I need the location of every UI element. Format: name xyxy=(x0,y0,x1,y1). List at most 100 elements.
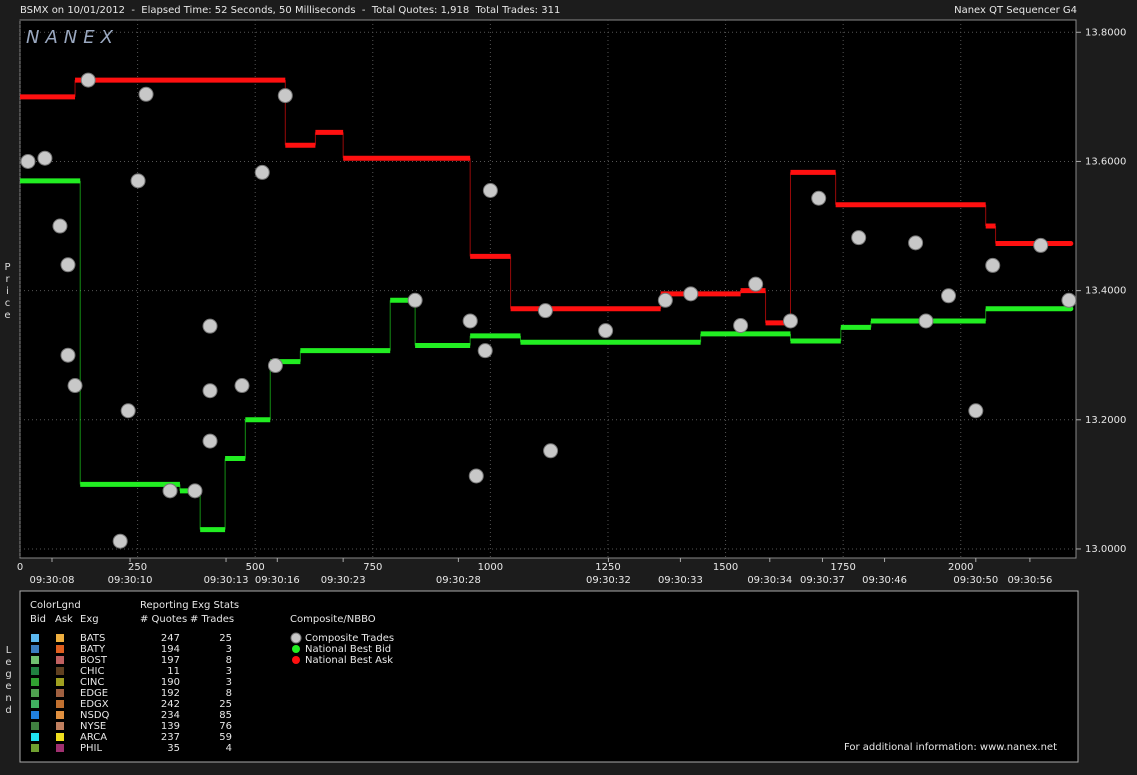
trade-point xyxy=(254,164,270,180)
trades-count: 4 xyxy=(226,743,232,754)
trade-point xyxy=(202,383,218,399)
exg-name: BATY xyxy=(80,644,106,655)
col-header: Bid xyxy=(30,614,46,625)
col-header: # Quotes xyxy=(140,614,187,625)
ask-swatch xyxy=(56,689,64,697)
title: BSMX on 10/01/2012 - Elapsed Time: 52 Se… xyxy=(20,5,560,16)
exg-name: NSDQ xyxy=(80,710,110,721)
trade-point xyxy=(462,313,478,329)
trade-point xyxy=(120,403,136,419)
exg-name: CINC xyxy=(80,677,104,688)
exg-name: ARCA xyxy=(80,732,107,743)
trades-count: 8 xyxy=(226,655,232,666)
x-tick-label: 1750 xyxy=(830,562,855,573)
ask-swatch xyxy=(56,656,64,664)
trade-point xyxy=(918,313,934,329)
time-tick-label: 09:30:10 xyxy=(108,575,153,586)
trade-point xyxy=(683,286,699,302)
trade-point xyxy=(60,257,76,273)
trades-count: 8 xyxy=(226,688,232,699)
y-tick-label: 13.2000 xyxy=(1085,415,1126,426)
time-tick-label: 09:30:50 xyxy=(953,575,998,586)
bid-swatch xyxy=(31,678,39,686)
time-tick-label: 09:30:08 xyxy=(30,575,75,586)
y-axis-label: Price xyxy=(2,262,13,322)
ask-swatch xyxy=(56,634,64,642)
trade-point xyxy=(543,443,559,459)
ask-swatch xyxy=(56,667,64,675)
time-tick-label: 09:30:46 xyxy=(862,575,907,586)
trades-count: 25 xyxy=(219,633,232,644)
x-tick-label: 2000 xyxy=(948,562,973,573)
ask-swatch xyxy=(56,645,64,653)
trade-point xyxy=(908,235,924,251)
quotes-count: 237 xyxy=(161,732,180,743)
trade-point xyxy=(277,88,293,104)
legend-entry: Composite Trades xyxy=(305,633,394,644)
trade-point xyxy=(202,318,218,334)
quotes-count: 190 xyxy=(161,677,180,688)
nbbo-point xyxy=(1068,240,1074,246)
ask-swatch xyxy=(56,700,64,708)
col-header: Exg xyxy=(80,614,99,625)
y-tick-label: 13.8000 xyxy=(1085,27,1126,38)
trade-point xyxy=(748,276,764,292)
quotes-count: 234 xyxy=(161,710,180,721)
time-tick-label: 09:30:16 xyxy=(255,575,300,586)
trade-point xyxy=(811,190,827,206)
trade-point xyxy=(407,292,423,308)
trade-point xyxy=(477,343,493,359)
trade-point xyxy=(468,468,484,484)
time-tick-label: 09:30:23 xyxy=(321,575,366,586)
x-tick-label: 1000 xyxy=(478,562,503,573)
trade-point xyxy=(60,347,76,363)
x-tick-label: 1250 xyxy=(595,562,620,573)
trade-point xyxy=(985,257,1001,273)
time-tick-label: 09:30:56 xyxy=(1007,575,1052,586)
time-tick-label: 09:30:28 xyxy=(436,575,481,586)
trade-point xyxy=(138,86,154,102)
bid-swatch xyxy=(31,744,39,752)
trade-point xyxy=(598,323,614,339)
col-header: # Trades xyxy=(190,614,234,625)
trade-point xyxy=(130,173,146,189)
trade-point xyxy=(202,433,218,449)
trade-point xyxy=(80,72,96,88)
time-tick-label: 09:30:34 xyxy=(747,575,792,586)
bid-swatch xyxy=(31,689,39,697)
exg-name: NYSE xyxy=(80,721,106,732)
trade-point xyxy=(482,183,498,199)
trade-point xyxy=(782,313,798,329)
trade-point xyxy=(733,317,749,333)
trade-point xyxy=(37,150,53,166)
legend-swatch xyxy=(292,645,300,653)
bid-swatch xyxy=(31,700,39,708)
ask-swatch xyxy=(56,678,64,686)
x-tick-label: 750 xyxy=(363,562,382,573)
time-tick-label: 09:30:33 xyxy=(658,575,703,586)
x-tick-label: 0 xyxy=(17,562,23,573)
trades-count: 85 xyxy=(219,710,232,721)
trades-count: 3 xyxy=(226,644,232,655)
legend-entry: National Best Bid xyxy=(305,644,391,655)
legend-box xyxy=(19,590,1079,763)
legend-swatch xyxy=(290,632,302,644)
y-tick-label: 13.6000 xyxy=(1085,156,1126,167)
bid-swatch xyxy=(31,667,39,675)
logo: NANEX xyxy=(26,27,119,48)
bid-swatch xyxy=(31,711,39,719)
quotes-count: 35 xyxy=(167,743,180,754)
trade-point xyxy=(657,292,673,308)
trade-point xyxy=(941,288,957,304)
trades-count: 25 xyxy=(219,699,232,710)
stats-title: Reporting Exg Stats xyxy=(140,600,239,611)
exg-name: PHIL xyxy=(80,743,102,754)
ask-swatch xyxy=(56,722,64,730)
trade-point xyxy=(67,378,83,394)
legend-entry: National Best Ask xyxy=(305,655,393,666)
bid-swatch xyxy=(31,733,39,741)
legend-label: Legend xyxy=(3,645,14,717)
nbbo-title: Composite/NBBO xyxy=(290,614,376,625)
time-tick-label: 09:30:37 xyxy=(800,575,845,586)
